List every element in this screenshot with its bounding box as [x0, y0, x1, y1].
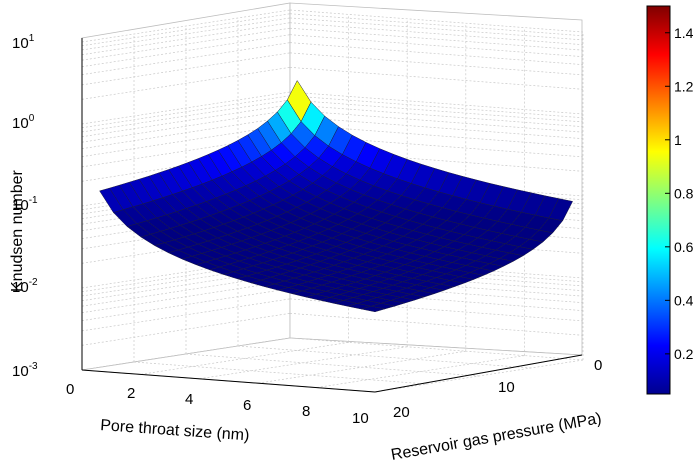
colorbar-ticks: 0.2 0.4 0.6 0.8 1 1.2 1.4	[665, 25, 694, 362]
grid-line	[81, 259, 291, 293]
grid-line	[289, 109, 584, 133]
colorbar: 0.2 0.4 0.6 0.8 1 1.2 1.4	[646, 5, 694, 395]
grid-line	[185, 353, 480, 377]
colorbar-tick-label: 0.2	[674, 346, 694, 362]
grid-line	[81, 9, 291, 43]
grid-line	[140, 342, 349, 375]
y-tick-label: 10	[498, 379, 515, 396]
x-tick-label: 4	[185, 391, 193, 408]
grid-line	[133, 361, 428, 385]
surface-patch	[548, 198, 573, 221]
y-axis-title: Reservoir gas pressure (MPa)	[390, 410, 603, 464]
grid-line	[81, 298, 291, 332]
z-axis-title: Knudsen number	[9, 169, 26, 292]
z-tick-label: 10-1	[12, 195, 38, 214]
colorbar-tick-label: 1.4	[674, 25, 694, 41]
y-tick-label: 20	[393, 404, 410, 421]
grid-line	[289, 27, 584, 51]
grid-line	[289, 22, 584, 46]
colorbar-bar	[646, 5, 671, 395]
grid-line	[81, 95, 291, 129]
grid-line	[81, 134, 291, 168]
z-tick-label: 100	[12, 113, 35, 132]
x-tick-label: 6	[243, 397, 251, 414]
y-tick-label: 0	[594, 357, 602, 374]
x-tick-labels: 0 2 4 6 8 10	[66, 381, 369, 427]
x-tick-label: 0	[66, 381, 74, 398]
x-axis-title: Pore throat size (nm)	[100, 417, 250, 444]
grid-line	[289, 95, 584, 119]
colorbar-tick-label: 1.2	[674, 78, 694, 94]
grid-line	[81, 34, 291, 68]
grid-line	[81, 22, 291, 56]
surface-mesh	[99, 79, 573, 313]
z-tick-label: 10-3	[12, 361, 38, 380]
colorbar-tick-label: 0.4	[674, 292, 694, 308]
grid-line	[289, 42, 584, 65]
grid-line	[316, 355, 525, 388]
grid-line	[289, 99, 584, 123]
x-tick-label: 2	[127, 385, 135, 402]
grid-line	[289, 17, 584, 41]
axis-lines	[81, 38, 583, 393]
z-tick-label: 10-2	[12, 277, 38, 296]
grid-line	[81, 42, 291, 75]
grid-line	[289, 312, 584, 336]
grid-line	[81, 109, 291, 143]
colorbar-tick-label: 1	[674, 132, 682, 148]
grid-line	[81, 91, 291, 125]
x-tick-label: 10	[352, 410, 369, 427]
grid-line	[81, 273, 291, 307]
grid-line	[289, 104, 584, 128]
z-tick-label: 101	[12, 33, 35, 52]
y-tick-labels: 0 10 20	[393, 357, 602, 421]
z-tick-labels: 10-3 10-2 10-1 100 101	[12, 33, 38, 380]
grid-line	[81, 99, 291, 133]
grid-line	[289, 337, 584, 361]
x-axis-line	[81, 369, 376, 393]
grid-line	[81, 66, 291, 100]
colorbar-tick-label: 0.8	[674, 185, 694, 201]
grid-line	[289, 66, 584, 90]
grid-line	[237, 345, 532, 369]
grid-line	[289, 34, 584, 58]
colorbar-tick-label: 0.6	[674, 239, 694, 255]
grid-line	[289, 13, 584, 37]
grid-line	[81, 263, 291, 297]
grid-line	[289, 52, 584, 76]
grid-line	[289, 9, 584, 33]
y-axis-line	[374, 354, 583, 393]
x-tick-label: 8	[302, 403, 310, 420]
grid-line	[289, 116, 584, 140]
grid-line	[289, 91, 584, 115]
